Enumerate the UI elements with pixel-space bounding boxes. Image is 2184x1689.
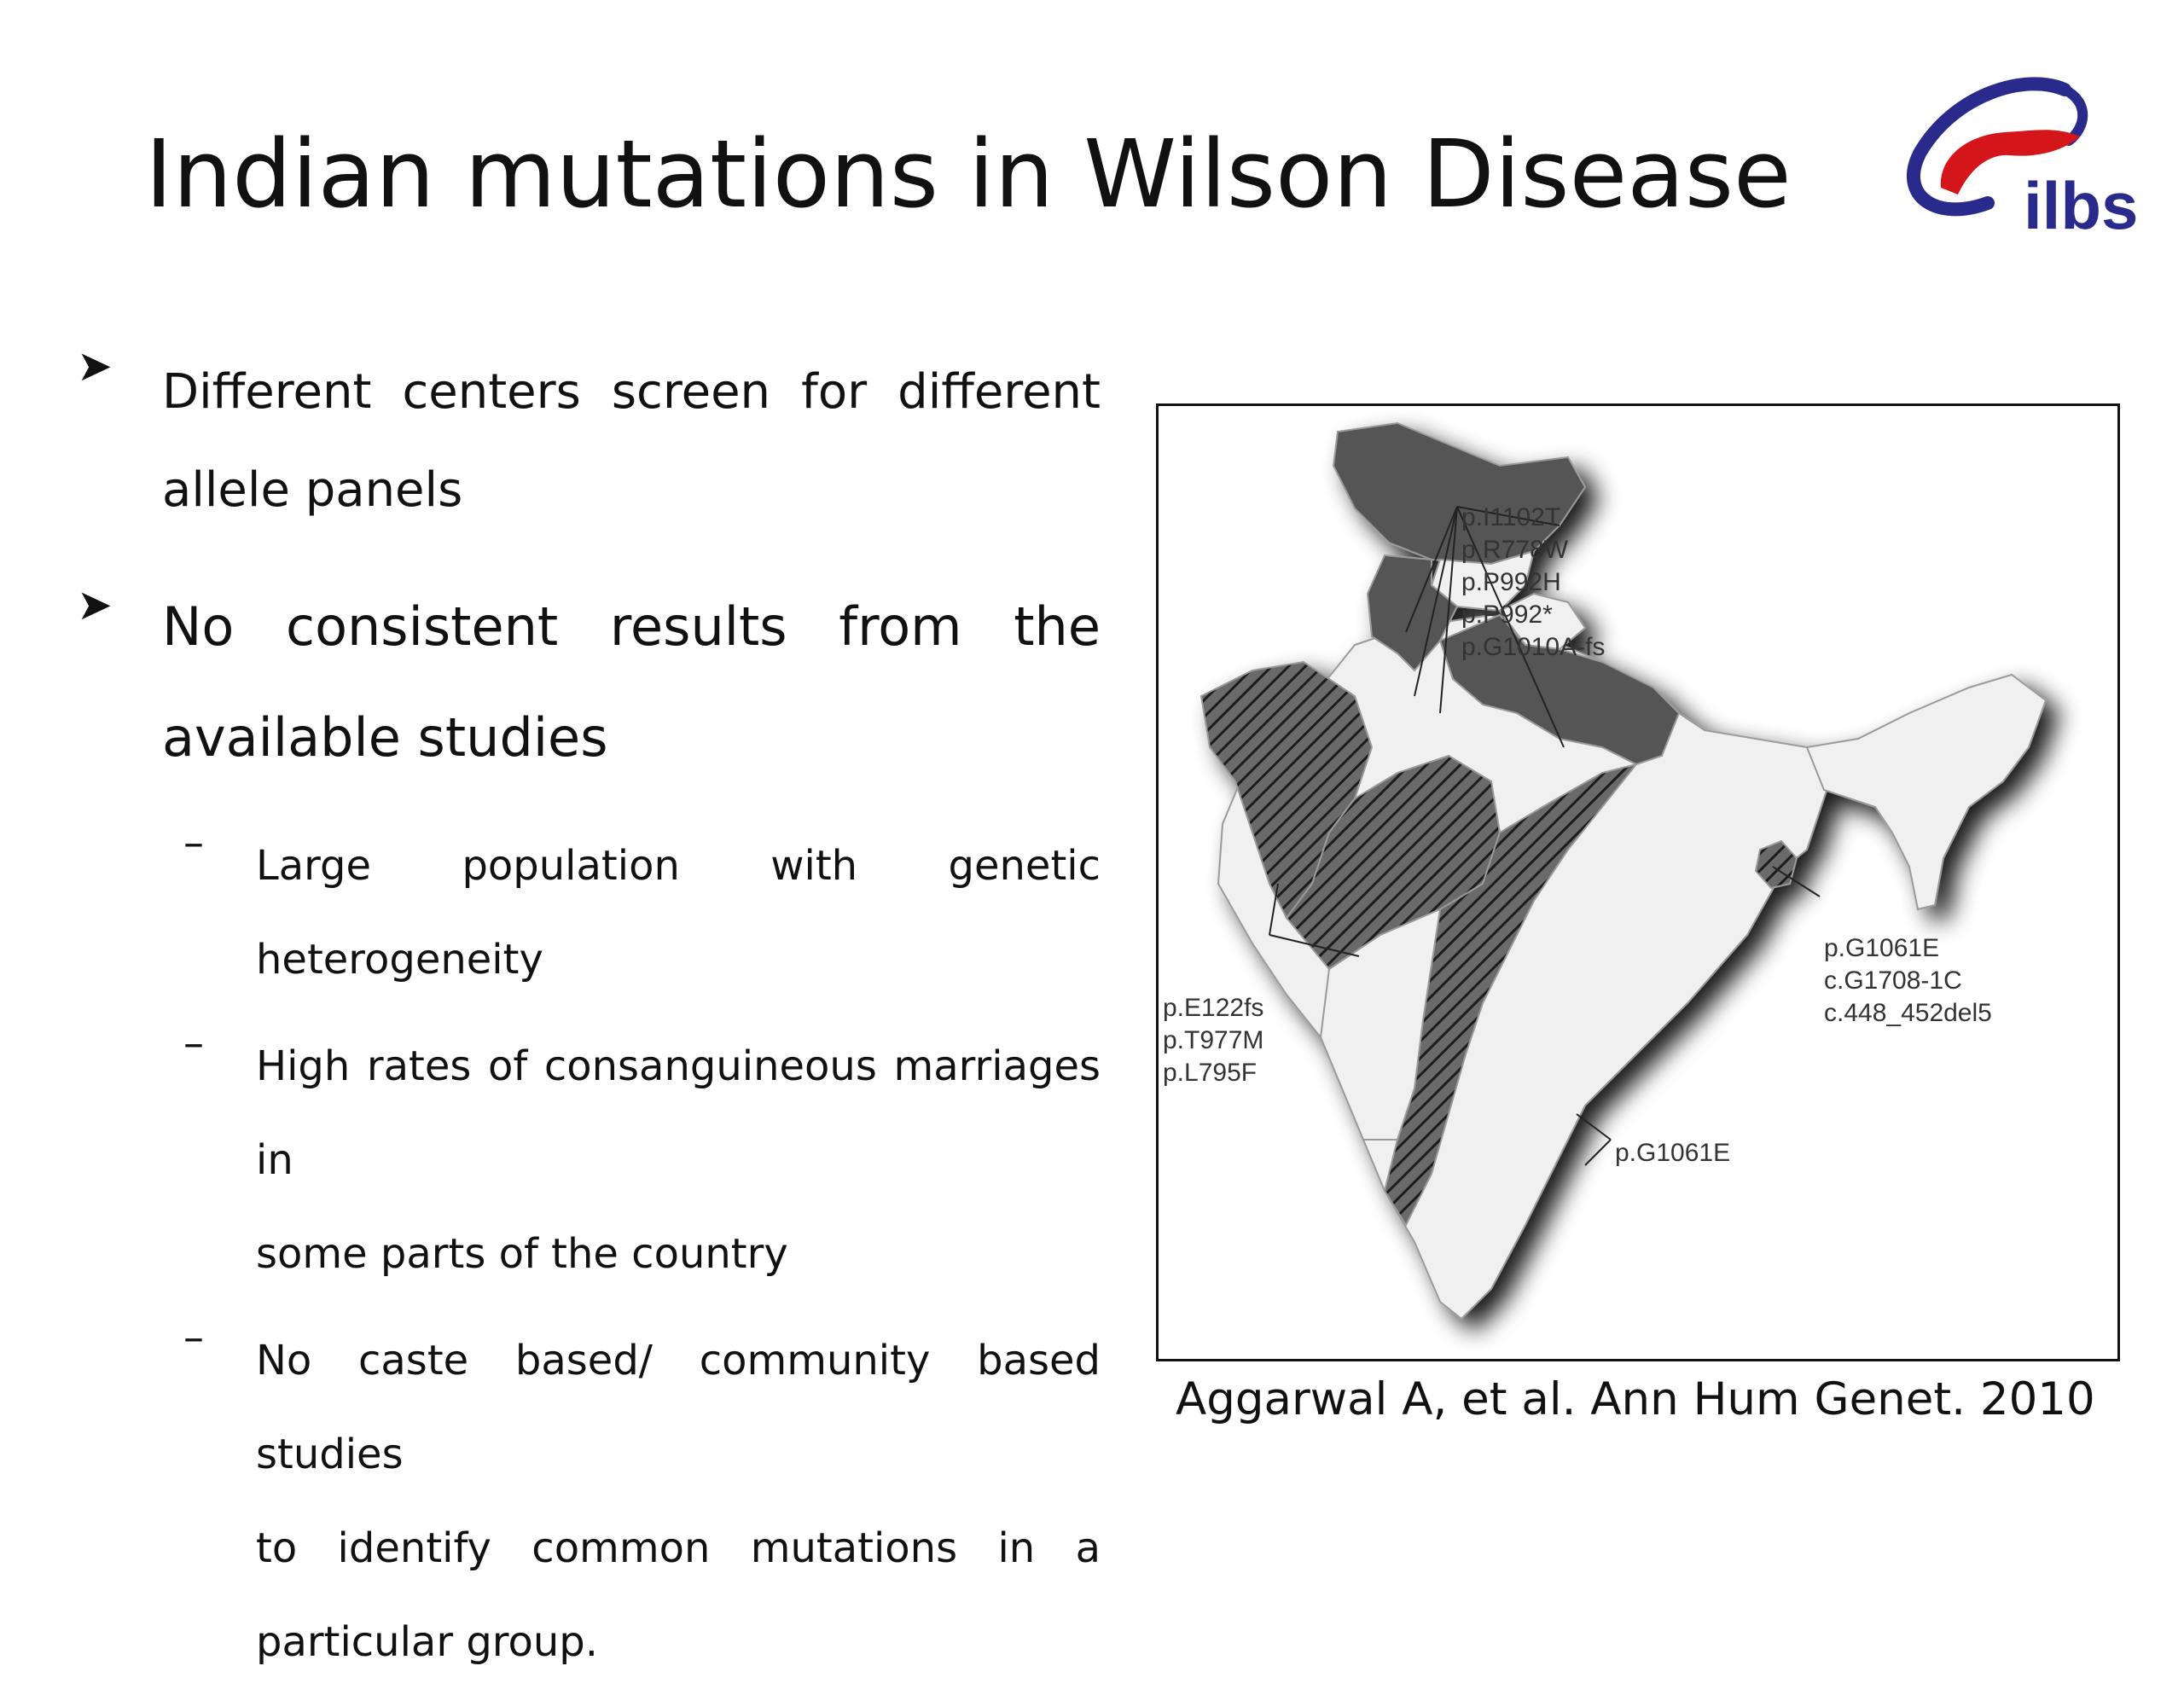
mutation-label: p.I1102T [1461,503,1560,531]
mutation-label: p.P992H [1461,568,1561,596]
bullet-text: No consistent results from the [162,595,1101,658]
sub-bullet-text: Large population with genetic [256,842,1101,890]
region-punjab-haryana [1366,554,1459,672]
bullet-text: Different centers screen for different [162,364,1101,420]
mutation-label: c.G1708-1C [1824,966,1962,995]
dash-bullet-icon: – [183,819,204,867]
west-mutation-labels: p.E122fs p.T977M p.L795F [1163,994,1263,1087]
mutation-label: p.P992* [1461,601,1553,629]
sub-bullet-item: – No caste based/ community based studie… [77,1314,1101,1689]
mutation-label: p.L795F [1163,1059,1257,1087]
region-jammu-kashmir [1332,421,1587,566]
bullet-list: ➤ Different centers screen for different… [77,341,1101,1689]
region-karnataka [1319,908,1442,1141]
mutation-label: p.G1010A-fs [1461,633,1605,661]
south-mutation-labels: p.G1061E [1615,1139,1730,1167]
bullet-item: ➤ Different centers screen for different… [77,341,1101,537]
bullet-text: available studies [162,706,608,769]
region-east-south-hatched [1383,763,1639,1228]
slide-title: Indian mutations in Wilson Disease [145,119,1792,229]
sub-bullet-text: some parts of the country [256,1230,788,1278]
dash-bullet-icon: – [183,1314,204,1361]
sub-bullet-text: High rates of consanguineous marriages i… [256,1042,1101,1184]
mutation-label: p.R778W [1461,536,1569,564]
india-northeast [1805,673,2048,911]
ilbs-logo: ilbs [1860,60,2167,247]
mutation-label: p.T977M [1163,1026,1263,1054]
north-mutation-labels: p.I1102T p.R778W p.P992H p.P992* p.G1010… [1461,503,1605,661]
sub-bullet-item: – High rates of consanguineous marriages… [77,1019,1101,1301]
dash-bullet-icon: – [183,1019,204,1067]
mutation-label: p.E122fs [1163,994,1263,1022]
bullet-text: allele panels [162,462,463,518]
east-mutation-labels: p.G1061E c.G1708-1C c.448_452del5 [1824,934,1992,1027]
mutation-label: p.G1061E [1615,1139,1730,1167]
region-uttar-pradesh [1438,613,1681,766]
sub-bullet-text: No caste based/ community based studies [256,1337,1101,1478]
india-mutation-map: p.I1102T p.R778W p.P992H p.P992* p.G1010… [1156,403,2120,1361]
mutation-label: c.448_452del5 [1824,999,1992,1027]
arrow-bullet-icon: ➤ [77,580,113,630]
sub-bullet-text: heterogeneity [256,936,543,984]
citation: Aggarwal A, et al. Ann Hum Genet. 2010 [1176,1373,2095,1425]
sub-bullet-text: to identify common mutations in a [256,1524,1101,1572]
svg-text:ilbs: ilbs [2024,168,2138,243]
sub-bullet-text: particular group. [256,1618,598,1666]
mutation-label: p.G1061E [1824,934,1939,962]
bullet-item: ➤ No consistent results from the availab… [77,572,1101,793]
arrow-bullet-icon: ➤ [77,341,113,391]
sub-bullet-item: – Large population with genetic heteroge… [77,819,1101,1007]
